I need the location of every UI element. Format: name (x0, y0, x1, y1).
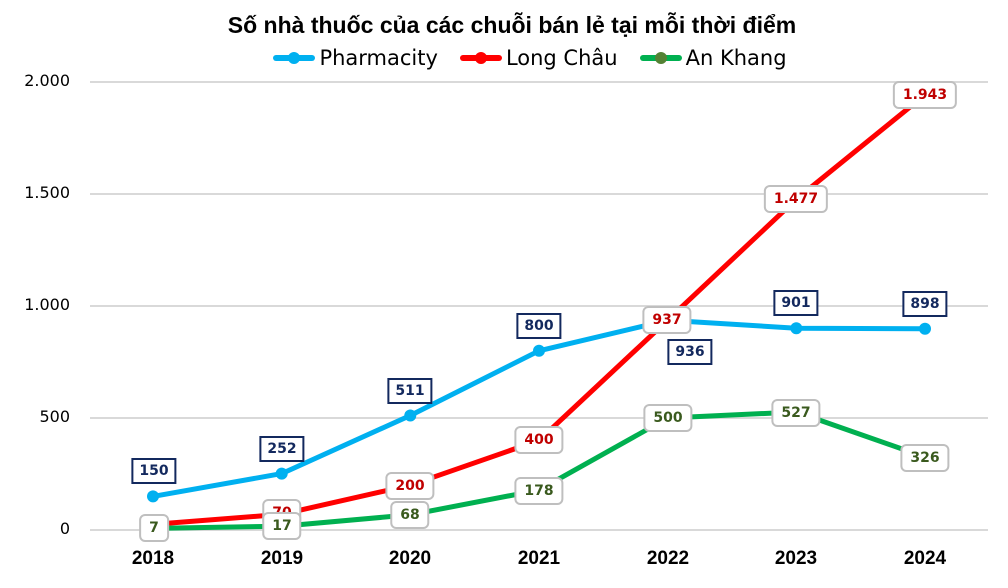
legend-label: Long Châu (505, 46, 618, 70)
data-label-ankhang-2018: 7 (139, 514, 169, 542)
data-label-pharmacity-2019: 252 (259, 436, 305, 462)
legend-item-pharmacity[interactable]: Pharmacity (273, 46, 438, 70)
data-label-pharmacity-2018: 150 (131, 458, 177, 484)
x-tick-label: 2018 (131, 548, 175, 569)
data-label-ankhang-2021: 178 (514, 477, 564, 505)
x-tick-label: 2019 (260, 548, 304, 569)
y-tick-label: 0 (59, 519, 70, 538)
y-tick-label: 1.500 (24, 183, 70, 202)
data-label-pharmacity-2024: 898 (902, 291, 948, 317)
x-tick-label: 2021 (517, 548, 561, 569)
x-tick-label: 2020 (388, 548, 432, 569)
x-tick-label: 2023 (774, 548, 818, 569)
data-label-ankhang-2023: 527 (771, 399, 821, 427)
chart-title: Số nhà thuốc của các chuỗi bán lẻ tại mỗ… (227, 12, 797, 38)
legend-line-icon (459, 52, 502, 64)
legend-item-longchau[interactable]: Long Châu (459, 46, 618, 70)
data-label-ankhang-2020: 68 (390, 501, 430, 529)
data-label-pharmacity-2023: 901 (773, 290, 819, 316)
data-label-ankhang-2022: 500 (643, 404, 693, 432)
legend-item-ankhang[interactable]: An Khang (639, 46, 787, 70)
data-label-longchau-2024: 1.943 (892, 81, 958, 109)
data-label-pharmacity-2021: 800 (516, 313, 562, 339)
x-tick-label: 2024 (903, 548, 947, 569)
data-label-longchau-2021: 400 (514, 426, 564, 454)
y-tick-label: 500 (39, 407, 70, 426)
data-label-longchau-2023: 1.477 (763, 185, 829, 213)
y-tick-label: 1.000 (24, 295, 70, 314)
legend-line-icon (639, 52, 682, 64)
legend-label: Pharmacity (319, 46, 438, 70)
data-label-ankhang-2024: 326 (900, 444, 950, 472)
gridlines (90, 81, 988, 531)
x-tick-label: 2022 (646, 548, 690, 569)
data-label-pharmacity-2020: 511 (387, 378, 433, 404)
data-label-longchau-2022: 937 (642, 306, 692, 334)
data-label-ankhang-2019: 17 (262, 512, 302, 540)
data-label-pharmacity-2022: 936 (667, 339, 713, 365)
legend-line-icon (273, 52, 316, 64)
y-tick-label: 2.000 (24, 71, 70, 90)
legend: Pharmacity Long Châu An Khang (0, 46, 1008, 70)
data-label-longchau-2020: 200 (385, 472, 435, 500)
legend-label: An Khang (685, 46, 787, 70)
